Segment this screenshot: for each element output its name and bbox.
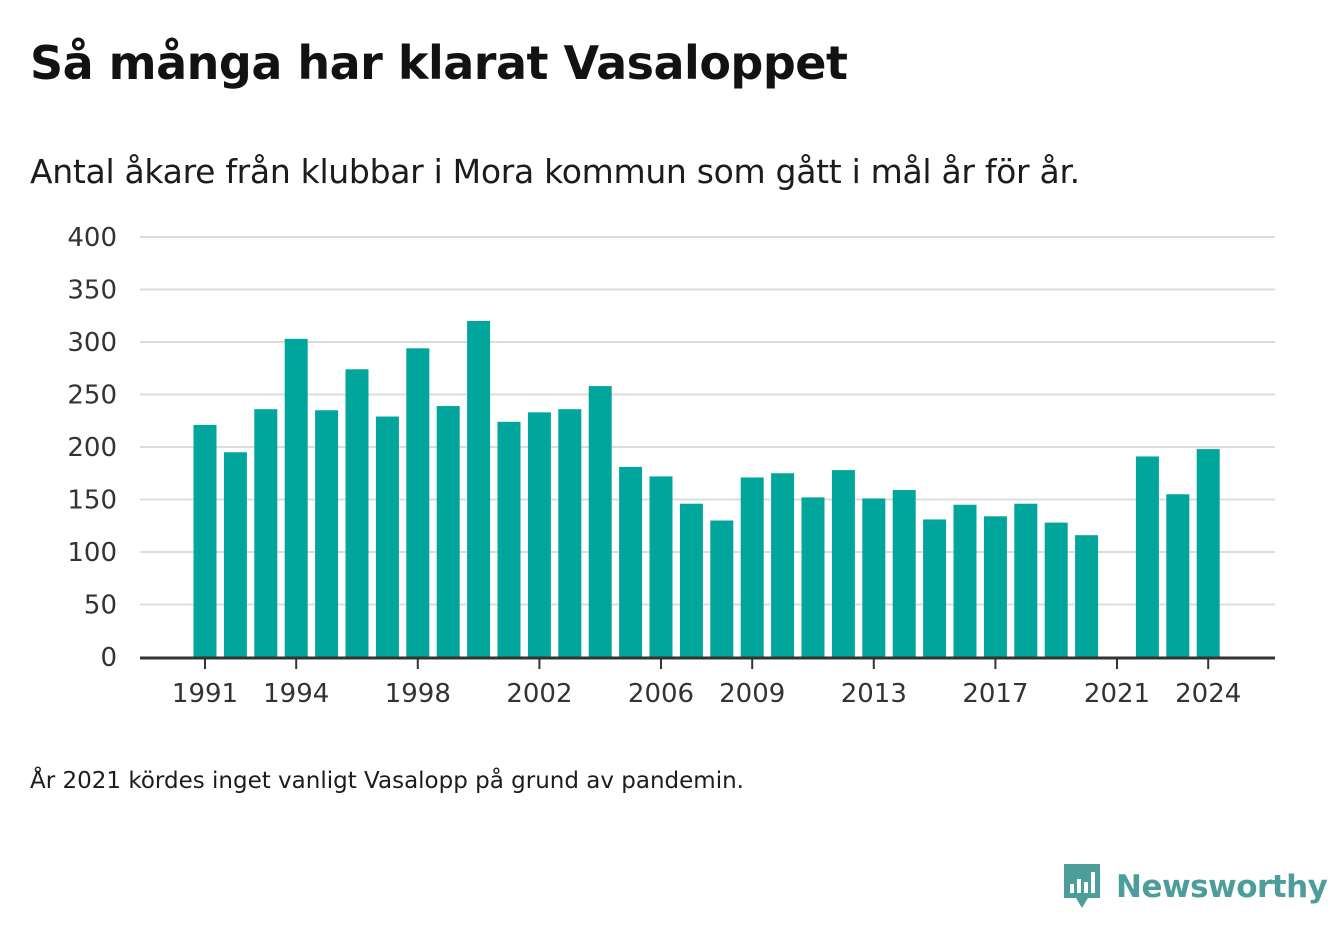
bar-2004 — [588, 386, 612, 657]
bar-2008 — [710, 520, 734, 657]
x-tick-label: 1994 — [263, 679, 329, 709]
bar-1994 — [284, 338, 308, 657]
bar-2010 — [771, 473, 795, 657]
y-tick-label: 250 — [67, 381, 117, 411]
bar-2024 — [1196, 449, 1220, 657]
y-tick-label: 350 — [67, 276, 117, 306]
bar-chart: 0 50 100 150 200 250 300 350 400 1991 1994 1998 200… — [67, 223, 1275, 709]
bar-2015 — [923, 519, 947, 657]
y-tick-label: 0 — [100, 643, 117, 673]
y-tick-label: 50 — [84, 591, 117, 621]
x-tick-label: 1991 — [172, 679, 238, 709]
y-tick-label: 200 — [67, 433, 117, 463]
bar-2001 — [497, 421, 521, 657]
bar-2018 — [1014, 503, 1038, 657]
y-tick-label: 150 — [67, 486, 117, 516]
bar-1991 — [193, 424, 217, 657]
chart-subtitle: Antal åkare från klubbar i Mora kommun s… — [30, 152, 1080, 191]
chart-title: Så många har klarat Vasaloppet — [30, 36, 848, 90]
newsworthy-logo[interactable]: Newsworthy — [1062, 862, 1328, 912]
bar-2014 — [892, 490, 916, 657]
x-tick-label: 2024 — [1175, 679, 1241, 709]
bars — [193, 321, 1220, 657]
bar-1998 — [406, 348, 430, 657]
bar-1992 — [223, 452, 247, 657]
bar-2022 — [1135, 456, 1159, 657]
bar-1996 — [345, 369, 369, 657]
y-tick-label: 400 — [67, 223, 117, 253]
bar-2006 — [649, 476, 673, 657]
bar-2016 — [953, 504, 977, 657]
bar-1999 — [436, 406, 460, 657]
bar-1997 — [375, 416, 399, 657]
bar-1995 — [315, 410, 339, 657]
bar-2002 — [527, 412, 551, 657]
x-tick-label: 2017 — [962, 679, 1028, 709]
bar-2017 — [983, 516, 1007, 657]
brand-name: Newsworthy — [1116, 869, 1328, 905]
y-tick-label: 300 — [67, 328, 117, 358]
bar-2007 — [679, 503, 703, 657]
bar-2003 — [558, 409, 582, 657]
bar-2000 — [467, 321, 491, 657]
x-tick-label: 2009 — [719, 679, 785, 709]
bar-2013 — [862, 498, 886, 657]
x-tick-label: 2013 — [841, 679, 907, 709]
x-tick-label: 1998 — [385, 679, 451, 709]
x-tick-label: 2002 — [506, 679, 572, 709]
bar-2012 — [831, 470, 855, 657]
y-axis-ticks: 0 50 100 150 200 250 300 350 400 — [67, 223, 117, 673]
x-tick-label: 2006 — [628, 679, 694, 709]
bar-2011 — [801, 497, 825, 657]
footnote: År 2021 kördes inget vanligt Vasalopp på… — [30, 768, 744, 794]
bar-1993 — [254, 409, 278, 657]
bar-2020 — [1075, 535, 1099, 657]
newsworthy-logo-icon — [1064, 864, 1100, 908]
bar-2009 — [740, 477, 764, 657]
bar-2005 — [619, 466, 643, 657]
x-axis-ticks: 1991 1994 1998 2002 2006 2009 2013 2017 2021 2024 — [172, 658, 1241, 709]
gridlines — [140, 236, 1275, 606]
bar-2019 — [1044, 522, 1068, 657]
y-tick-label: 100 — [67, 538, 117, 568]
bar-2023 — [1166, 494, 1190, 657]
x-tick-label: 2021 — [1084, 679, 1150, 709]
